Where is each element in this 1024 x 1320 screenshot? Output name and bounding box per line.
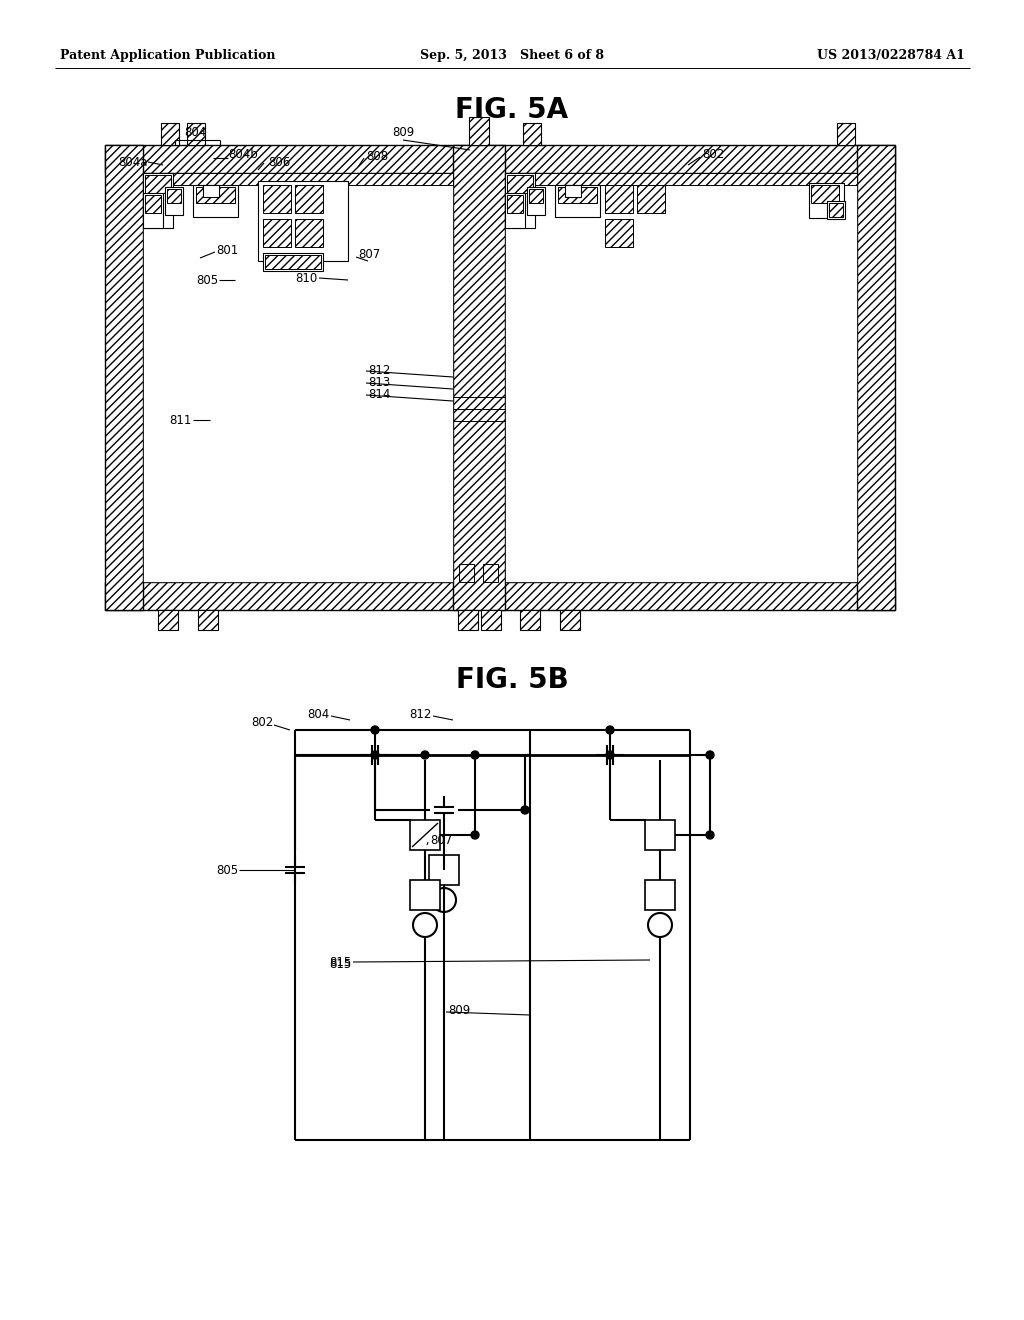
Bar: [505, 173, 535, 228]
Text: 805: 805: [216, 863, 238, 876]
Bar: [469, 117, 489, 145]
Bar: [165, 187, 183, 215]
Bar: [811, 185, 839, 203]
Bar: [203, 185, 219, 197]
Circle shape: [471, 832, 479, 840]
Bar: [829, 203, 843, 216]
Bar: [198, 610, 218, 630]
Bar: [529, 189, 543, 203]
Text: 811: 811: [170, 413, 193, 426]
Bar: [507, 176, 534, 193]
Bar: [410, 820, 440, 850]
Bar: [827, 201, 845, 219]
Bar: [520, 610, 540, 630]
Bar: [410, 880, 440, 909]
Bar: [258, 181, 348, 261]
Bar: [161, 123, 179, 145]
Bar: [145, 195, 161, 213]
Bar: [143, 173, 453, 582]
Text: 807: 807: [358, 248, 380, 261]
Bar: [187, 123, 205, 145]
Bar: [263, 253, 323, 271]
Bar: [158, 610, 178, 630]
Circle shape: [521, 807, 529, 814]
Bar: [558, 187, 597, 203]
Text: Sep. 5, 2013   Sheet 6 of 8: Sep. 5, 2013 Sheet 6 of 8: [420, 49, 604, 62]
Bar: [605, 219, 633, 247]
Text: 809: 809: [392, 125, 414, 139]
Text: 813: 813: [368, 375, 390, 388]
Text: 802: 802: [251, 715, 273, 729]
Text: 808: 808: [366, 149, 388, 162]
Text: 812: 812: [368, 363, 390, 376]
Bar: [143, 193, 163, 228]
Text: 810: 810: [296, 272, 318, 285]
Bar: [560, 610, 580, 630]
Bar: [565, 185, 581, 197]
Bar: [505, 193, 525, 228]
Bar: [645, 820, 675, 850]
Bar: [481, 610, 501, 630]
Text: 815: 815: [330, 956, 352, 969]
Text: 807: 807: [430, 833, 453, 846]
Bar: [143, 173, 173, 228]
Bar: [483, 564, 498, 582]
Bar: [453, 145, 505, 610]
Bar: [265, 255, 321, 269]
Bar: [145, 176, 171, 193]
Bar: [555, 185, 600, 216]
Text: 812: 812: [410, 708, 432, 721]
Text: 802: 802: [702, 149, 724, 161]
Bar: [105, 145, 143, 610]
Bar: [105, 582, 895, 610]
Text: 804a: 804a: [119, 156, 148, 169]
Bar: [637, 185, 665, 213]
Bar: [459, 564, 474, 582]
Bar: [143, 173, 453, 185]
Circle shape: [606, 751, 614, 759]
Text: FIG. 5B: FIG. 5B: [456, 667, 568, 694]
Bar: [857, 145, 895, 610]
Bar: [295, 219, 323, 247]
Bar: [505, 173, 857, 582]
Bar: [167, 189, 181, 203]
Circle shape: [471, 751, 479, 759]
Bar: [263, 185, 291, 213]
Circle shape: [606, 726, 614, 734]
Circle shape: [706, 751, 714, 759]
Bar: [193, 185, 238, 216]
Text: US 2013/0228784 A1: US 2013/0228784 A1: [817, 49, 965, 62]
Text: 814: 814: [368, 388, 390, 400]
Bar: [505, 173, 857, 185]
Bar: [837, 123, 855, 145]
Text: 804b: 804b: [228, 149, 258, 161]
Text: 804: 804: [308, 708, 330, 721]
Circle shape: [421, 751, 429, 759]
Circle shape: [706, 832, 714, 840]
Text: Patent Application Publication: Patent Application Publication: [60, 49, 275, 62]
Bar: [605, 185, 633, 213]
Text: 805: 805: [196, 273, 218, 286]
Circle shape: [371, 726, 379, 734]
Bar: [295, 185, 323, 213]
Text: 806: 806: [268, 156, 290, 169]
Text: 801: 801: [216, 243, 239, 256]
Bar: [429, 855, 459, 884]
Bar: [527, 187, 545, 215]
Bar: [645, 880, 675, 909]
Text: FIG. 5A: FIG. 5A: [456, 96, 568, 124]
Circle shape: [371, 751, 379, 759]
Bar: [523, 123, 541, 145]
Text: 804: 804: [184, 127, 206, 140]
Bar: [458, 610, 478, 630]
Bar: [507, 195, 523, 213]
Bar: [809, 183, 844, 218]
Bar: [263, 219, 291, 247]
Text: 815: 815: [330, 958, 352, 972]
Bar: [196, 187, 234, 203]
Text: 809: 809: [449, 1003, 470, 1016]
Bar: [105, 145, 895, 173]
